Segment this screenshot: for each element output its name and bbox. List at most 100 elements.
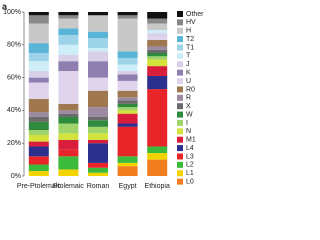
bar-segment [147, 146, 168, 154]
bar-segment [147, 46, 168, 50]
bar-segment [58, 18, 79, 29]
bar-segment [28, 156, 49, 165]
bar-segment [58, 110, 79, 114]
legend-swatch [177, 145, 183, 152]
bar-segment [117, 97, 138, 101]
x-tick-label: Ethiopia [145, 183, 170, 190]
bar-segment [117, 18, 138, 52]
legend-label: U [186, 78, 191, 85]
legend-label: M1 [186, 137, 196, 144]
legend-label: W [186, 111, 193, 118]
legend-label: T [186, 53, 191, 60]
bar-segment [58, 133, 79, 140]
bar-segment [28, 15, 49, 24]
bar-segment [117, 123, 138, 127]
bar-segment [147, 39, 168, 47]
legend-label: L3 [186, 153, 194, 160]
legend-swatch [177, 178, 183, 185]
bar-segment [117, 15, 138, 19]
bar-segment [28, 141, 49, 147]
bar-segment [117, 166, 138, 176]
y-tick-label: 60% [7, 74, 21, 81]
panel-label: a [2, 1, 8, 11]
bar-segment [28, 82, 49, 99]
bar-segment [28, 98, 49, 113]
bar-segment [117, 71, 138, 75]
bar-segment [28, 121, 49, 131]
y-tick-label: 20% [7, 140, 21, 147]
bar-segment [147, 66, 168, 76]
bar-segment [58, 34, 79, 45]
legend-label: R [186, 95, 191, 102]
bar-segment [117, 156, 138, 163]
bar-segment [58, 15, 79, 19]
legend-label: I [186, 120, 188, 127]
bar-segment [88, 51, 108, 62]
legend-swatch [177, 11, 183, 17]
legend-label: L1 [186, 170, 194, 177]
x-tick-label: Pre-Ptolemaic [17, 183, 61, 190]
legend-swatch [177, 61, 183, 68]
bar-segment [28, 71, 49, 78]
bar-segment [28, 61, 49, 72]
bar-segment [117, 126, 138, 157]
bar-segment [147, 53, 168, 57]
bar-segment [28, 77, 49, 83]
legend-label: J [186, 61, 190, 68]
bar-segment [28, 43, 49, 53]
legend-swatch [177, 153, 183, 160]
bar-segment [58, 139, 79, 150]
bar-segment [28, 23, 49, 44]
bar-segment [58, 156, 79, 170]
legend-label: L2 [186, 162, 194, 169]
bar-segment [88, 48, 108, 52]
bar-segment [58, 169, 79, 176]
bar-segment [117, 64, 138, 72]
bar-segment [117, 107, 138, 111]
legend-swatch [177, 111, 183, 118]
bar-segment [28, 171, 49, 176]
bar-segment [147, 33, 168, 37]
bar-segment [117, 103, 138, 108]
bar-segment [28, 164, 49, 172]
legend-label: HV [186, 19, 196, 26]
bar-segment [147, 153, 168, 160]
bar-segment [28, 116, 49, 122]
bar-segment [58, 149, 79, 157]
bar-segment [58, 123, 79, 134]
bar-segment [88, 61, 108, 78]
bar-segment [147, 12, 168, 19]
bar-segment [88, 12, 108, 16]
legend-swatch [177, 78, 183, 85]
bar-segment [58, 116, 79, 124]
bar-segment [117, 110, 138, 114]
bar-segment [58, 44, 79, 55]
x-tick-label: Ptolemaic [53, 183, 84, 190]
bar-segment [58, 61, 79, 72]
legend-label: R0 [186, 86, 195, 93]
bar-segment [88, 167, 108, 173]
bar-segment [88, 139, 108, 144]
bar-segment [117, 162, 138, 167]
bar-segment [147, 49, 168, 53]
x-tick-label: Egypt [119, 183, 137, 190]
y-tick-label: 40% [7, 107, 21, 114]
legend-swatch [177, 161, 183, 168]
legend-label: L0 [186, 178, 194, 185]
bar-segment [147, 18, 168, 24]
bar-segment [88, 120, 108, 127]
bar-segment [28, 112, 49, 117]
legend-label: N [186, 128, 191, 135]
bar-segment [88, 116, 108, 121]
bar-segment [88, 126, 108, 134]
bar-segment [117, 12, 138, 16]
bar-segment [28, 12, 49, 16]
bar-segment [147, 30, 168, 34]
bar-segment [88, 31, 108, 39]
bar-segment [28, 53, 49, 62]
legend-swatch [177, 36, 183, 43]
legend-label: L4 [186, 145, 194, 152]
bar-segment [28, 130, 49, 135]
bar-segment [88, 38, 108, 49]
bar-segment [88, 133, 108, 140]
